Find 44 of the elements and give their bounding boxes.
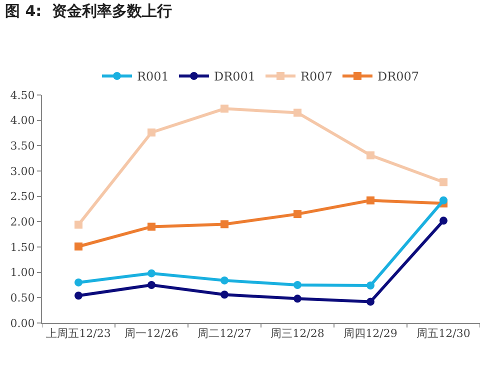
point	[294, 281, 302, 289]
x-tick-label: 周三12/28	[270, 327, 324, 340]
legend-label: R001	[137, 70, 169, 84]
y-tick-label: 4.50	[10, 88, 35, 102]
point	[294, 294, 302, 303]
point	[74, 220, 82, 229]
legend-label: DR001	[214, 70, 256, 84]
chart-title: 图 4: 资金利率多数上行	[5, 2, 172, 20]
y-tick-label: 0.50	[10, 292, 35, 305]
point	[220, 276, 228, 284]
y-tick-label: 2.50	[10, 190, 35, 204]
point	[74, 278, 82, 286]
y-tick-label: 4.00	[10, 114, 35, 128]
point	[220, 220, 228, 228]
point	[440, 216, 448, 225]
point	[148, 269, 156, 278]
x-tick-label: 周二12/27	[198, 327, 252, 340]
point	[366, 298, 374, 306]
x-tick-label: 上周五12/23	[46, 327, 111, 340]
point	[440, 196, 448, 204]
y-tick-label: 1.00	[10, 266, 35, 280]
point	[148, 128, 156, 136]
point	[148, 222, 156, 231]
y-tick-label: 3.00	[10, 164, 35, 178]
legend-label: R007	[300, 70, 332, 84]
x-tick-label: 周五12/30	[416, 327, 470, 340]
legend-label: DR007	[377, 70, 420, 84]
y-tick-label: 3.50	[10, 140, 35, 153]
point	[294, 108, 302, 117]
point	[74, 242, 82, 250]
y-tick-label: 0.00	[10, 316, 35, 330]
y-tick-label: 1.50	[10, 240, 35, 254]
x-tick-label: 周一12/26	[124, 327, 178, 340]
point	[294, 210, 302, 218]
point	[74, 292, 82, 300]
y-tick-label: 2.00	[10, 216, 35, 229]
point	[220, 290, 228, 299]
point	[440, 178, 448, 186]
point	[366, 151, 374, 160]
point	[148, 281, 156, 289]
x-tick-label: 周四12/29	[344, 327, 398, 340]
point	[366, 282, 374, 290]
point	[366, 196, 374, 204]
point	[220, 104, 228, 113]
